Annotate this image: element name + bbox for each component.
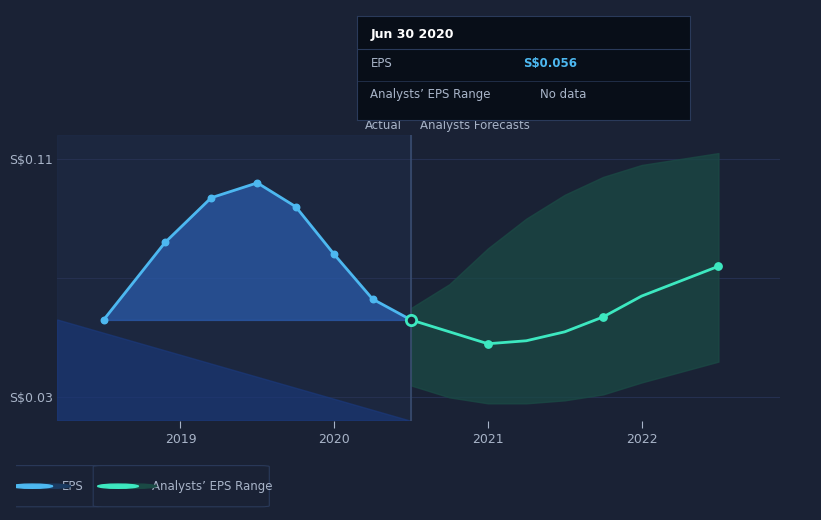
FancyBboxPatch shape bbox=[94, 465, 269, 507]
Point bbox=[289, 203, 302, 211]
Point bbox=[712, 262, 725, 270]
Polygon shape bbox=[57, 320, 411, 421]
Text: EPS: EPS bbox=[62, 479, 83, 493]
Text: Jun 30 2020: Jun 30 2020 bbox=[370, 28, 454, 41]
Circle shape bbox=[98, 484, 139, 488]
Point bbox=[405, 316, 418, 324]
Text: Analysts’ EPS Range: Analysts’ EPS Range bbox=[370, 88, 491, 101]
Circle shape bbox=[11, 484, 53, 488]
Point bbox=[328, 250, 341, 258]
Point bbox=[597, 313, 610, 321]
Text: No data: No data bbox=[540, 88, 586, 101]
Bar bbox=[57, 135, 411, 421]
Point bbox=[204, 193, 218, 202]
Circle shape bbox=[116, 484, 157, 488]
FancyBboxPatch shape bbox=[7, 465, 103, 507]
Text: Analysts’ EPS Range: Analysts’ EPS Range bbox=[152, 479, 273, 493]
Point bbox=[366, 295, 379, 303]
Text: Analysts Forecasts: Analysts Forecasts bbox=[420, 119, 530, 132]
Point bbox=[481, 340, 494, 348]
Point bbox=[250, 179, 264, 187]
Text: S$0.056: S$0.056 bbox=[524, 57, 577, 70]
Circle shape bbox=[30, 484, 71, 488]
Point bbox=[158, 238, 172, 246]
Text: Actual: Actual bbox=[365, 119, 401, 132]
Point bbox=[405, 316, 418, 324]
Text: EPS: EPS bbox=[370, 57, 392, 70]
Point bbox=[97, 316, 110, 324]
